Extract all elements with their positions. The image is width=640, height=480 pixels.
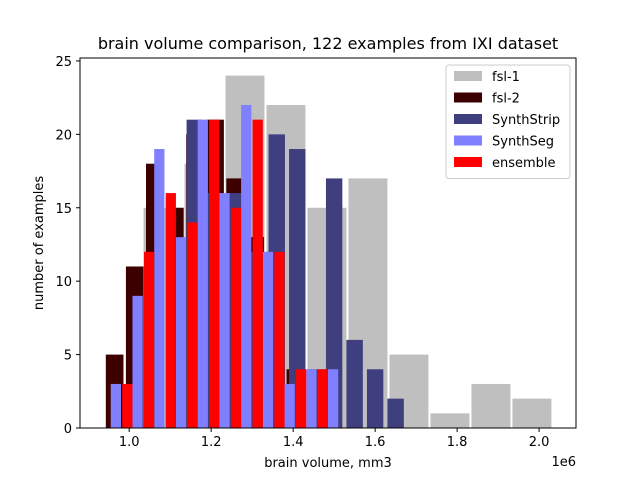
bar-synthseg-7 bbox=[262, 251, 274, 428]
y-tick-label: 15 bbox=[55, 202, 72, 217]
axes-frame bbox=[79, 57, 577, 429]
bar-ensemble-4 bbox=[209, 119, 220, 429]
x-tick-label: 1.8 bbox=[447, 435, 468, 450]
bars-group bbox=[105, 75, 552, 429]
legend-swatch bbox=[454, 135, 482, 146]
bar-ensemble-9 bbox=[317, 369, 328, 428]
bar-ensemble-7 bbox=[274, 251, 285, 428]
y-tick-label: 10 bbox=[55, 275, 72, 290]
bar-synthseg-5 bbox=[219, 193, 230, 428]
y-tick-label: 5 bbox=[64, 349, 72, 364]
bar-synthseg-4 bbox=[197, 119, 208, 429]
bar-ensemble-0 bbox=[122, 383, 133, 428]
bar-synthseg-6 bbox=[241, 104, 252, 428]
legend-label: ensemble bbox=[492, 156, 556, 171]
bar-fsl-1-7 bbox=[430, 413, 470, 428]
bar-synthseg-8 bbox=[284, 383, 295, 428]
legend: fsl-1 fsl-2 SynthStrip SynthSeg ensemble bbox=[445, 64, 571, 179]
legend-label: SynthStrip bbox=[492, 113, 560, 128]
bar-synthseg-0 bbox=[110, 383, 121, 428]
bar-fsl-1-8 bbox=[471, 383, 511, 428]
legend-swatch bbox=[454, 92, 482, 103]
bar-synthstrip-7 bbox=[325, 178, 343, 428]
bar-fsl-1-9 bbox=[512, 398, 552, 428]
chart-title: brain volume comparison, 122 examples fr… bbox=[98, 34, 558, 53]
bar-synthseg-2 bbox=[154, 149, 165, 428]
bar-ensemble-2 bbox=[165, 193, 176, 428]
x-tick-label: 1.4 bbox=[283, 435, 304, 450]
legend-swatch bbox=[454, 114, 482, 124]
x-tick-label: 2.0 bbox=[529, 435, 550, 450]
bar-synthseg-1 bbox=[132, 295, 143, 428]
x-tick-label: 1.0 bbox=[119, 435, 140, 450]
y-axis-ticks: 0 5 10 15 20 25 bbox=[55, 55, 80, 437]
y-tick-label: 0 bbox=[64, 422, 72, 437]
bar-synthstrip-8 bbox=[346, 339, 363, 428]
bar-ensemble-3 bbox=[187, 222, 198, 428]
y-tick-label: 25 bbox=[55, 55, 72, 70]
bar-ensemble-8 bbox=[296, 369, 307, 428]
y-axis-label: number of examples bbox=[32, 176, 47, 310]
bar-synthstrip-9 bbox=[366, 369, 384, 428]
bar-synthseg-9 bbox=[306, 369, 317, 428]
legend-label: fsl-2 bbox=[492, 92, 520, 107]
bar-ensemble-5 bbox=[230, 207, 242, 428]
bar-ensemble-1 bbox=[143, 251, 155, 428]
bar-synthstrip-5 bbox=[289, 149, 306, 428]
bar-synthseg-10 bbox=[328, 369, 339, 428]
y-tick-label: 20 bbox=[55, 128, 72, 143]
x-axis-offset-text: 1e6 bbox=[551, 455, 576, 470]
legend-label: fsl-1 bbox=[492, 70, 520, 85]
bar-synthseg-3 bbox=[175, 237, 187, 428]
legend-swatch bbox=[454, 71, 482, 81]
x-axis-label: brain volume, mm3 bbox=[264, 456, 392, 471]
x-tick-label: 1.2 bbox=[201, 435, 222, 450]
bar-ensemble-6 bbox=[252, 119, 263, 429]
legend-label: SynthSeg bbox=[492, 135, 554, 150]
legend-swatch bbox=[454, 157, 482, 167]
bar-synthstrip-10 bbox=[387, 398, 404, 428]
x-tick-label: 1.6 bbox=[365, 435, 386, 450]
x-axis-ticks: 1.0 1.2 1.4 1.6 1.8 2.0 bbox=[119, 428, 550, 450]
